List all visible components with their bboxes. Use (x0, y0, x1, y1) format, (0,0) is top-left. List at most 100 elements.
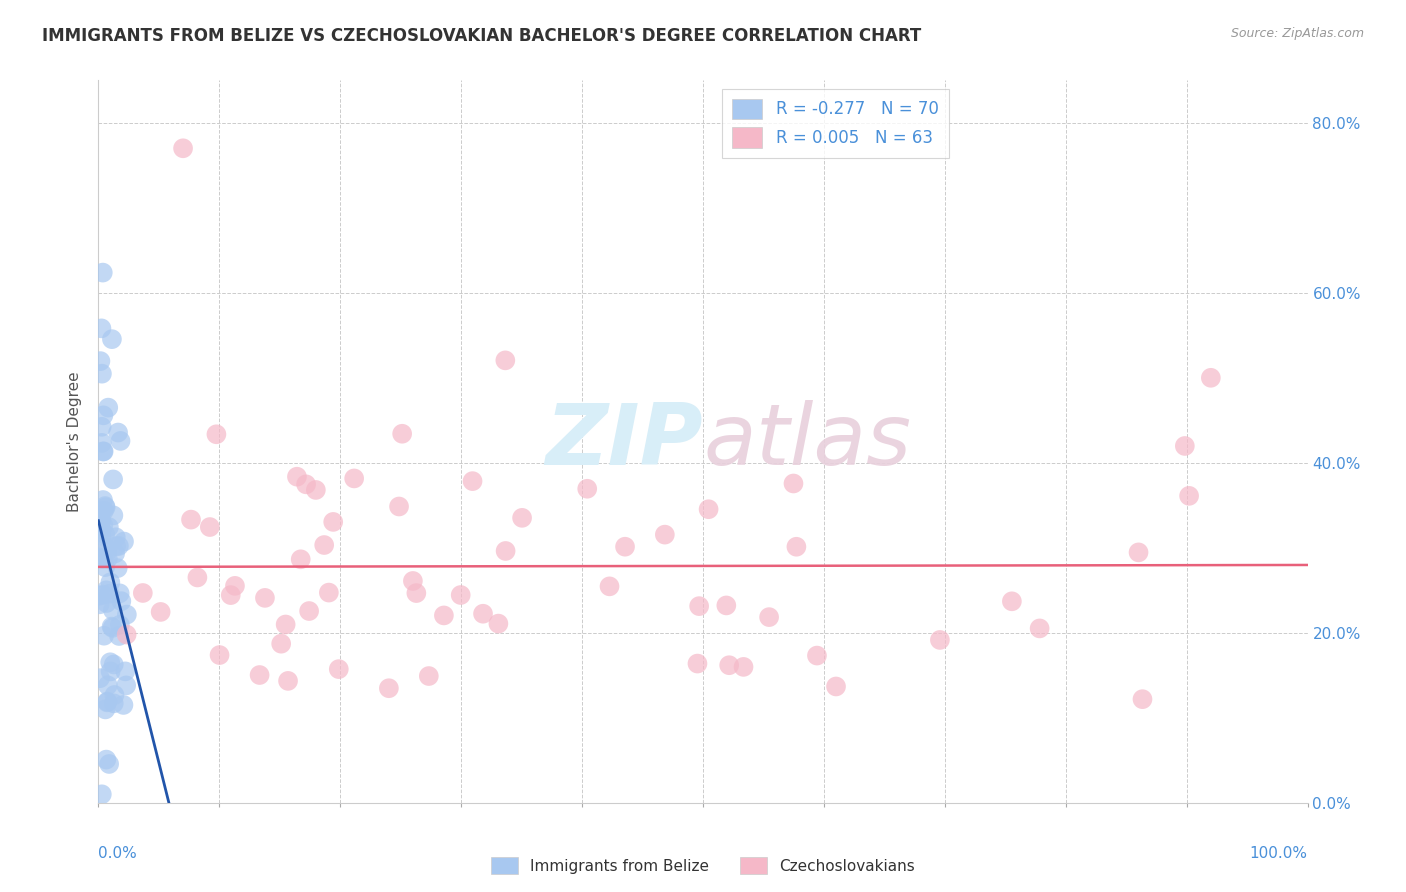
Point (318, 585, 340, 599)
Point (249, 668, 271, 682)
Point (107, 561, 129, 575)
Point (108, 539, 131, 553)
Point (90, 321, 112, 335)
Point (91, 493, 114, 508)
Point (103, 688, 125, 702)
Point (825, 680, 848, 694)
Point (405, 586, 427, 600)
Point (298, 604, 321, 618)
Point (418, 669, 440, 683)
Point (305, 483, 328, 497)
Legend: Immigrants from Belize, Czechoslovakians: Immigrants from Belize, Czechoslovakians (485, 851, 921, 880)
Point (94, 527, 117, 541)
Point (253, 591, 276, 605)
Point (686, 657, 709, 671)
Point (599, 579, 621, 593)
Point (614, 540, 637, 554)
Point (149, 605, 172, 619)
Point (495, 544, 517, 558)
Point (928, 632, 950, 647)
Text: Source: ZipAtlas.com: Source: ZipAtlas.com (1230, 27, 1364, 40)
Point (290, 552, 312, 566)
Point (98, 655, 121, 669)
Point (108, 617, 131, 632)
Point (110, 594, 132, 608)
Point (274, 617, 297, 632)
Point (1178, 489, 1201, 503)
Point (89, 354, 111, 368)
Point (93, 409, 115, 423)
Point (115, 607, 138, 622)
Point (219, 588, 242, 602)
Text: 100.0%: 100.0% (1250, 847, 1308, 861)
Point (1132, 692, 1154, 706)
Point (96, 753, 118, 767)
Point (96, 694, 118, 708)
Point (180, 513, 202, 527)
Point (96, 596, 118, 610)
Point (104, 530, 127, 544)
Point (378, 681, 401, 696)
Point (90, 435, 112, 450)
Point (89, 550, 111, 565)
Point (1001, 594, 1024, 608)
Point (277, 673, 299, 688)
Point (93, 504, 115, 518)
Point (205, 427, 228, 442)
Point (688, 599, 710, 614)
Point (1174, 439, 1197, 453)
Point (110, 434, 132, 448)
Point (718, 658, 741, 673)
Point (388, 500, 411, 514)
Point (132, 586, 155, 600)
Point (94, 560, 117, 574)
Point (105, 539, 128, 553)
Text: atlas: atlas (703, 400, 911, 483)
Point (716, 599, 738, 613)
Point (96, 583, 118, 598)
Point (733, 660, 755, 674)
Point (391, 426, 413, 441)
Point (402, 574, 425, 588)
Point (101, 621, 124, 635)
Point (112, 698, 135, 712)
Point (198, 520, 221, 534)
Point (103, 696, 125, 710)
Point (782, 476, 804, 491)
Point (472, 607, 495, 621)
Point (90, 513, 112, 527)
Point (1028, 621, 1050, 635)
Legend: R = -0.277   N = 70, R = 0.005   N = 63: R = -0.277 N = 70, R = 0.005 N = 63 (723, 88, 949, 158)
Point (494, 353, 516, 368)
Point (285, 469, 308, 483)
Point (224, 579, 246, 593)
Point (90, 522, 112, 536)
Point (91, 518, 114, 533)
Point (100, 665, 122, 679)
Point (108, 586, 131, 600)
Text: IMMIGRANTS FROM BELIZE VS CZECHOSLOVAKIAN BACHELOR'S DEGREE CORRELATION CHART: IMMIGRANTS FROM BELIZE VS CZECHOSLOVAKIA… (42, 27, 921, 45)
Point (697, 502, 720, 516)
Point (91, 266, 114, 280)
Point (93, 629, 115, 643)
Point (94, 702, 117, 716)
Point (90, 787, 112, 801)
Point (208, 648, 231, 662)
Point (115, 678, 138, 692)
Point (785, 540, 807, 554)
Point (91, 444, 114, 458)
Point (112, 534, 135, 549)
Point (576, 482, 599, 496)
Point (101, 472, 124, 486)
Point (98, 756, 121, 771)
Point (108, 629, 131, 643)
Point (186, 570, 208, 584)
Point (322, 515, 344, 529)
Point (103, 508, 125, 523)
Y-axis label: Bachelor's Degree: Bachelor's Degree (67, 371, 83, 512)
Point (114, 665, 136, 679)
Point (101, 332, 124, 346)
Point (93, 444, 115, 458)
Point (103, 657, 125, 672)
Point (94, 500, 117, 515)
